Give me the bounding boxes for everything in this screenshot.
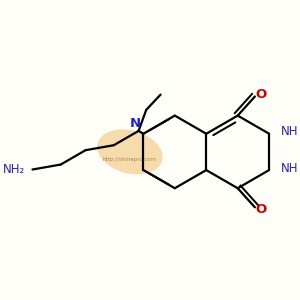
Text: NH: NH xyxy=(280,125,298,138)
Text: http://shinepro.com: http://shinepro.com xyxy=(103,157,157,162)
Text: NH₂: NH₂ xyxy=(3,163,25,176)
Text: NH: NH xyxy=(280,162,298,175)
Ellipse shape xyxy=(97,129,163,174)
Text: N: N xyxy=(130,117,141,130)
Text: O: O xyxy=(255,88,266,101)
Text: O: O xyxy=(255,203,266,216)
